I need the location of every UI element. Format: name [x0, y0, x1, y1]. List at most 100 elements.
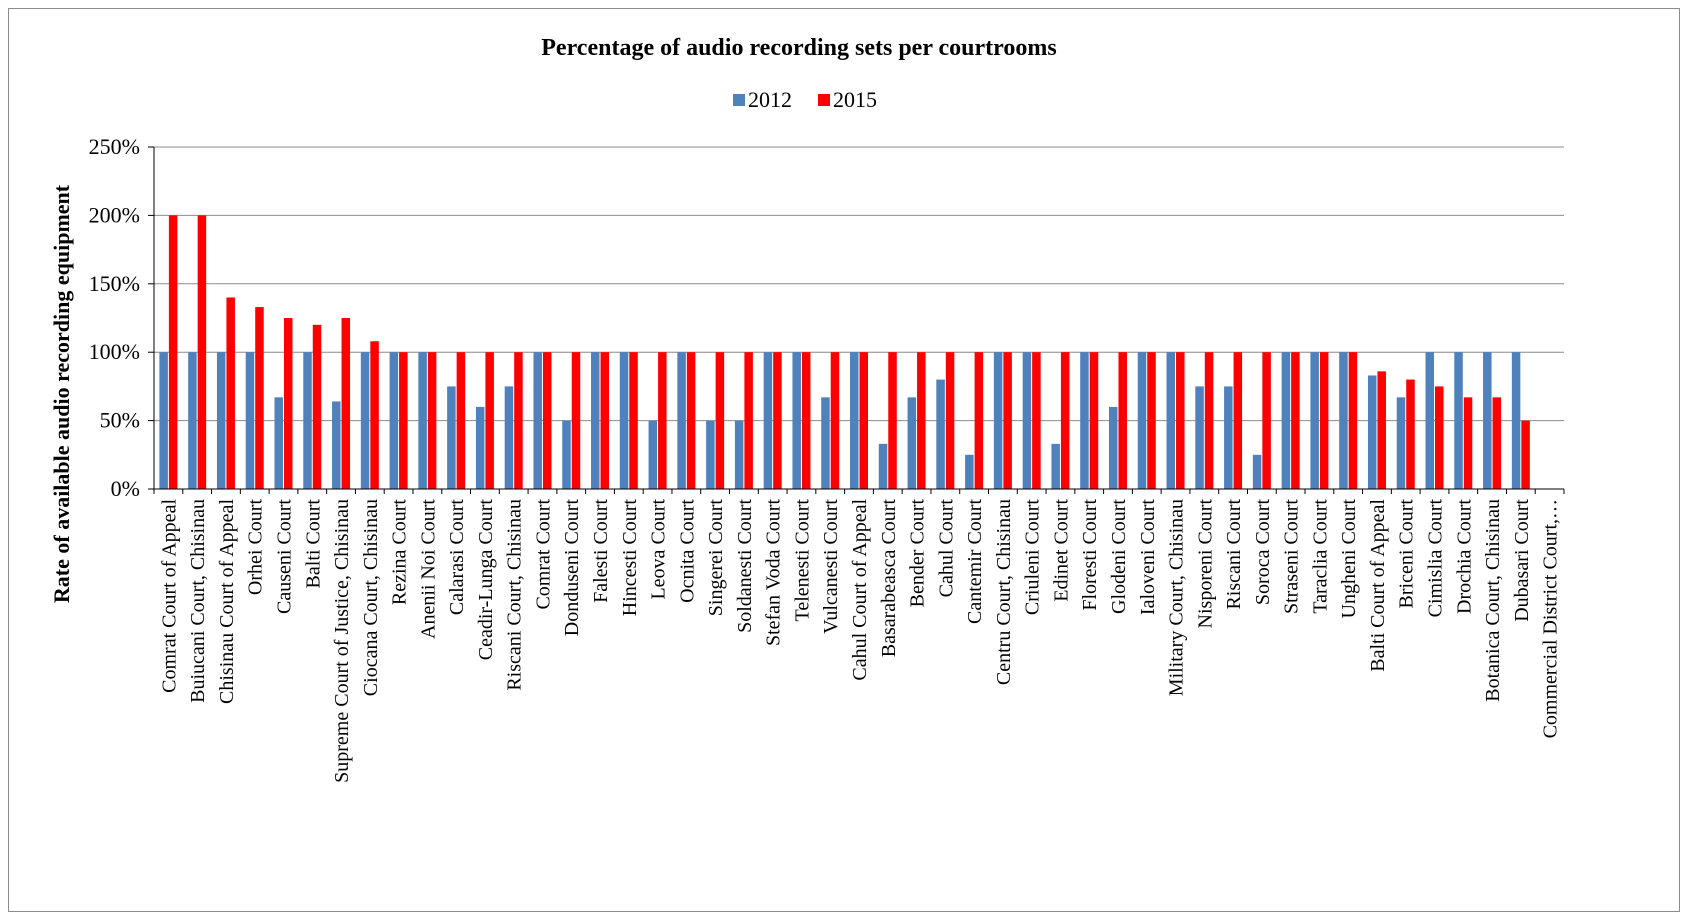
bar-2012-39 — [1281, 352, 1291, 489]
x-tick-label: Cantemir Court — [964, 499, 986, 624]
x-tick-label: Falesti Court — [590, 499, 612, 603]
y-tick-labels: 0% 50% 100% 150% 200% 250% — [89, 134, 154, 501]
bar-2015-6 — [341, 318, 351, 489]
y-tick-label: 50% — [100, 408, 140, 433]
bar-2012-21 — [763, 352, 773, 489]
x-tick-label: Commercial District Court,… — [1540, 499, 1562, 738]
x-tick-label: Ialoveni Court — [1137, 499, 1159, 616]
bar-2012-41 — [1339, 352, 1348, 489]
bar-2015-17 — [658, 352, 667, 489]
bar-2012-19 — [706, 420, 715, 489]
legend-label-2015: 2015 — [833, 87, 877, 112]
bar-2012-38 — [1252, 454, 1262, 489]
bar-2012-10 — [447, 386, 456, 489]
bar-2012-40 — [1310, 352, 1319, 489]
x-tick-label: Military Court, Chisinau — [1166, 499, 1188, 696]
bar-2015-35 — [1176, 352, 1185, 489]
bar-2012-22 — [792, 352, 801, 489]
bar-2012-3 — [245, 352, 255, 489]
x-tick-label: Calarasi Court — [446, 499, 468, 616]
x-tick-label: Dubasari Court — [1511, 499, 1533, 622]
bar-2015-10 — [456, 352, 466, 489]
bar-2012-44 — [1425, 352, 1435, 489]
bar-2015-9 — [427, 352, 437, 489]
bar-2012-42 — [1367, 375, 1377, 489]
x-tick-label: Centru Court, Chisinau — [993, 499, 1015, 685]
x-tick-label: Hincesti Court — [619, 499, 641, 617]
chart-frame: Percentage of audio recording sets per c… — [8, 8, 1680, 912]
bar-2015-34 — [1147, 352, 1156, 489]
x-tick-label: Telenesti Court — [791, 499, 813, 622]
x-tick-label: Stefan Voda Court — [763, 499, 785, 646]
bar-2015-40 — [1319, 352, 1329, 489]
x-tick-label: Buiucani Court, Chisinau — [187, 499, 209, 703]
bar-2015-21 — [773, 352, 782, 489]
bar-2012-31 — [1051, 443, 1060, 489]
bar-2012-32 — [1080, 352, 1089, 489]
y-tick-label: 200% — [89, 202, 140, 227]
x-tick-label: Riscani Court — [1223, 499, 1245, 610]
x-tick-label: Vulcanesti Court — [820, 499, 842, 634]
y-tick-label: 250% — [89, 134, 140, 159]
x-tick-label: Soroca Court — [1252, 499, 1274, 606]
bar-2015-14 — [571, 352, 581, 489]
x-tick-label: Comrat Court — [532, 499, 554, 610]
bar-2015-32 — [1089, 352, 1099, 489]
x-tick-label: Bender Court — [907, 499, 929, 608]
x-tick-label: Ciocana Court, Chisinau — [360, 499, 382, 696]
bar-2015-31 — [1060, 352, 1070, 489]
bar-2015-18 — [686, 352, 696, 489]
x-tick-label: Rezina Court — [389, 499, 411, 606]
gridlines — [154, 146, 1564, 422]
bar-2015-30 — [1032, 352, 1041, 489]
chart-title: Percentage of audio recording sets per c… — [541, 35, 1056, 61]
y-tick-label: 0% — [111, 476, 140, 501]
x-tick-label: Cimislia Court — [1425, 499, 1447, 618]
legend-swatch-2012 — [733, 94, 745, 106]
x-tick-label: Comrat Court of Appeal — [158, 499, 180, 693]
bar-2012-30 — [1022, 352, 1032, 489]
bar-2012-1 — [188, 352, 197, 489]
x-tick-label: Supreme Court of Justice, Chisinau — [331, 499, 353, 783]
bar-2012-34 — [1137, 352, 1147, 489]
x-tick-label: Nisporeni Court — [1194, 499, 1216, 629]
bar-2012-7 — [360, 352, 370, 489]
x-tick-label: Donduseni Court — [561, 499, 583, 637]
legend: 2012 2015 — [733, 87, 877, 112]
x-tick-label: Edinet Court — [1050, 499, 1072, 602]
bar-2012-12 — [504, 386, 514, 489]
bar-2012-33 — [1108, 406, 1118, 489]
bar-2012-28 — [965, 454, 974, 489]
x-tick-label: Chisinau Court of Appeal — [216, 499, 238, 704]
bar-2012-29 — [993, 352, 1003, 489]
bar-2012-6 — [332, 401, 341, 489]
bar-2015-15 — [600, 352, 610, 489]
x-tick-label: Soldanesti Court — [734, 499, 756, 633]
bar-2012-25 — [878, 443, 888, 489]
bar-2015-1 — [197, 215, 207, 489]
bar-2012-15 — [591, 352, 600, 489]
bar-2015-16 — [629, 352, 638, 489]
bar-2015-20 — [744, 352, 753, 489]
bar-2015-4 — [283, 318, 293, 489]
bar-2015-39 — [1291, 352, 1300, 489]
bar-2015-3 — [255, 307, 264, 489]
bar-2012-45 — [1454, 352, 1463, 489]
y-tick-label: 150% — [89, 271, 140, 296]
bar-2015-33 — [1118, 352, 1127, 489]
x-tick-label: Balti Court of Appeal — [1367, 499, 1389, 672]
x-tick-label: Floresti Court — [1079, 499, 1101, 611]
bar-2012-2 — [216, 352, 226, 489]
bar-2015-41 — [1348, 352, 1358, 489]
y-tick-label: 100% — [89, 339, 140, 364]
bar-2012-35 — [1166, 352, 1176, 489]
x-tick-label: Straseni Court — [1281, 499, 1303, 614]
bar-2015-8 — [399, 352, 408, 489]
x-tick-label: Balti Court — [302, 499, 324, 589]
x-tick-label: Cahul Court — [935, 499, 957, 598]
bar-2015-11 — [485, 352, 494, 489]
bar-2015-26 — [917, 352, 926, 489]
x-tick-label: Glodeni Court — [1108, 499, 1130, 614]
bar-2012-0 — [159, 352, 168, 489]
bar-2015-36 — [1204, 352, 1214, 489]
